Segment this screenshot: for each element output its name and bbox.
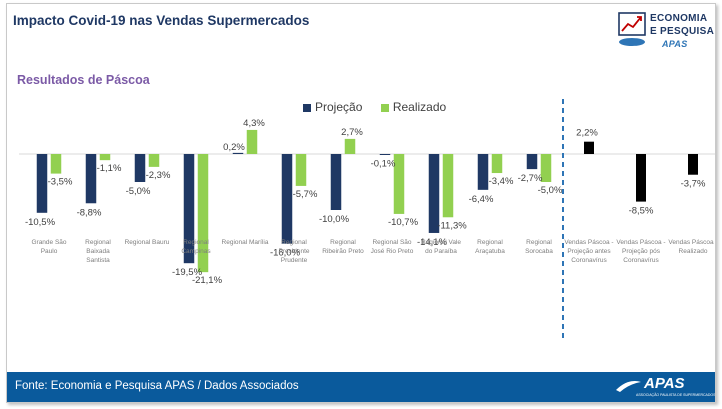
bar-projecao bbox=[281, 154, 293, 244]
category-label: Regional Campinas bbox=[181, 239, 211, 255]
legend-swatch-projecao bbox=[303, 103, 311, 112]
bar-realizado bbox=[148, 154, 160, 167]
bar-realizado bbox=[491, 154, 503, 174]
category-label: Vendas Páscoa -Projeção antes Coronavírus bbox=[564, 239, 613, 264]
legend-swatch-realizado bbox=[380, 103, 389, 112]
bar-summary bbox=[688, 154, 698, 175]
category-label: Regional Marília bbox=[222, 239, 269, 246]
legend-item-projecao: Projeção bbox=[303, 100, 362, 114]
bar-projecao bbox=[183, 154, 195, 264]
category-label: Regional Araçatuba bbox=[475, 239, 505, 255]
bar-summary bbox=[584, 141, 594, 154]
category-label: Regional Ribeirão Preto bbox=[322, 239, 364, 255]
legend-label-projecao: Projeção bbox=[315, 99, 363, 114]
page-title: Impacto Covid-19 nas Vendas Supermercado… bbox=[13, 13, 310, 28]
bar-projecao bbox=[428, 154, 440, 233]
value-label-realizado: -10,7% bbox=[388, 217, 419, 228]
bar-realizado bbox=[295, 154, 307, 186]
value-label-realizado: -21,1% bbox=[192, 275, 223, 286]
slide: Impacto Covid-19 nas Vendas Supermercado… bbox=[6, 3, 716, 403]
logo-brand: APAS bbox=[662, 39, 688, 49]
value-label-realizado: -3,5% bbox=[48, 177, 73, 188]
bar-realizado bbox=[246, 129, 258, 154]
category-label: Vendas Páscoa -Projeção pós Coronavírus bbox=[616, 239, 665, 264]
value-label-realizado: -1,1% bbox=[97, 163, 122, 174]
footer-bar: Fonte: Economia e Pesquisa APAS / Dados … bbox=[7, 372, 715, 402]
value-label-projecao: -8,8% bbox=[77, 207, 102, 218]
category-label: Regional Bauru bbox=[125, 239, 170, 246]
value-label-summary: -8,5% bbox=[629, 206, 654, 217]
value-label-projecao: -0,1% bbox=[371, 159, 396, 170]
economia-pesquisa-logo: ECONOMIA E PESQUISA APAS bbox=[618, 10, 714, 58]
bar-realizado bbox=[393, 154, 405, 214]
logo-line-1: ECONOMIA bbox=[650, 13, 708, 24]
value-label-realizado: -11,3% bbox=[437, 220, 467, 231]
value-label-realizado: 2,7% bbox=[341, 127, 363, 138]
legend-item-realizado: Realizado bbox=[380, 99, 447, 114]
value-label-realizado: 4,3% bbox=[243, 118, 265, 129]
bar-realizado bbox=[197, 154, 209, 273]
bar-realizado bbox=[344, 138, 356, 154]
value-label-projecao: -10,5% bbox=[25, 217, 56, 228]
footer-logo-word: APAS bbox=[644, 375, 685, 392]
section-subtitle: Resultados de Páscoa bbox=[17, 73, 150, 87]
bar-projecao bbox=[36, 154, 48, 213]
value-label-summary: -3,7% bbox=[681, 179, 706, 190]
bar-projecao bbox=[526, 154, 538, 170]
value-label-realizado: -5,0% bbox=[538, 185, 563, 196]
category-label: Regional Baixada Santista bbox=[85, 239, 111, 264]
bar-realizado bbox=[540, 154, 552, 182]
value-label-projecao: -10,0% bbox=[319, 214, 350, 225]
chart-logo-icon bbox=[618, 12, 646, 46]
legend-label-realizado: Realizado bbox=[392, 99, 447, 114]
category-label: Regional Presidente Prudente bbox=[278, 239, 309, 264]
value-label-projecao: 0,2% bbox=[223, 142, 245, 153]
bar-projecao bbox=[379, 154, 391, 155]
apas-swoosh-icon bbox=[616, 381, 641, 392]
chart-legend: Projeção Realizado bbox=[303, 98, 460, 114]
value-label-projecao: -2,7% bbox=[518, 173, 543, 184]
logo-line-2: E PESQUISA bbox=[650, 26, 715, 37]
category-label: Vendas Páscoa -Realizado bbox=[668, 239, 715, 255]
bar-realizado bbox=[99, 154, 111, 161]
bar-projecao bbox=[134, 154, 146, 182]
value-label-realizado: -2,3% bbox=[146, 170, 171, 181]
category-label: Regional Vale do Paraíba bbox=[421, 239, 461, 255]
bar-realizado bbox=[50, 154, 62, 174]
bar-projecao bbox=[85, 154, 97, 204]
value-label-projecao: -16,0% bbox=[270, 248, 301, 259]
value-label-summary: 2,2% bbox=[576, 128, 598, 139]
footer-logo-sub: ASSOCIAÇÃO PAULISTA DE SUPERMERCADOS bbox=[636, 393, 716, 397]
bar-projecao bbox=[232, 152, 244, 154]
bar-projecao bbox=[477, 154, 489, 190]
value-label-realizado: -5,7% bbox=[293, 189, 318, 200]
bar-chart: -10,5% -3,5% Grande São Paulo -8,8% -1,1% Regi… bbox=[19, 99, 715, 339]
bar-realizado bbox=[442, 154, 454, 218]
value-label-projecao: -6,4% bbox=[469, 194, 494, 205]
category-label: Grande São Paulo bbox=[31, 239, 66, 255]
value-label-projecao: -5,0% bbox=[126, 186, 151, 197]
bar-projecao bbox=[330, 154, 342, 210]
category-label: Regional Sorocaba bbox=[525, 239, 553, 255]
footer-source: Fonte: Economia e Pesquisa APAS / Dados … bbox=[15, 380, 299, 392]
apas-footer-logo: APAS ASSOCIAÇÃO PAULISTA DE SUPERMERCADO… bbox=[614, 374, 715, 400]
category-label: Regional São José Rio Preto bbox=[371, 239, 414, 255]
value-label-projecao: -19,5% bbox=[172, 267, 203, 278]
bar-summary bbox=[636, 154, 646, 202]
value-label-realizado: -3,4% bbox=[489, 176, 514, 187]
value-label-projecao: -14,1% bbox=[417, 237, 448, 248]
